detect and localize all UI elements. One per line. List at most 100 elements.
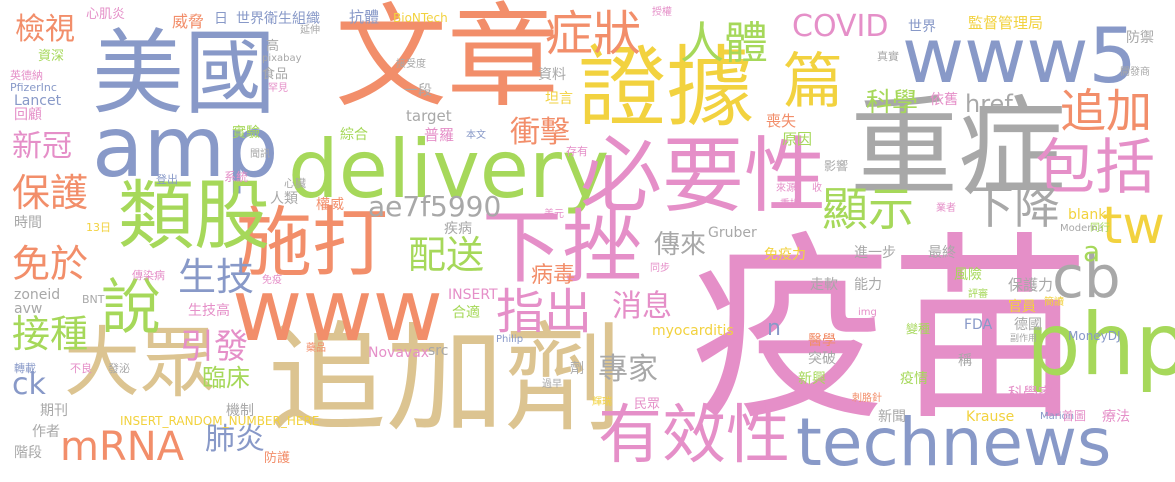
word: 傳染病 <box>132 269 165 282</box>
word: 資深 <box>38 49 65 64</box>
word: 過早 <box>542 379 562 390</box>
word: 監督管理局 <box>968 14 1044 32</box>
word: 新冠 <box>12 129 72 164</box>
word: 實驗 <box>232 125 260 141</box>
word: 轉載 <box>14 362 36 375</box>
word: 存有 <box>566 145 588 158</box>
word: 走軟 <box>810 277 838 293</box>
word: 抗體 <box>349 8 380 26</box>
word: 下挫 <box>482 201 642 294</box>
word: 民眾 <box>634 397 661 412</box>
word: 重捶 <box>780 199 800 210</box>
word: 美國 <box>92 20 277 127</box>
word: 說 <box>101 273 161 343</box>
word: 食品 <box>262 67 289 82</box>
word: 人類 <box>270 191 298 207</box>
word: 普羅 <box>424 126 455 144</box>
word: 肺炎 <box>205 422 265 457</box>
word: 延伸 <box>300 25 320 36</box>
word: Krause <box>966 409 1015 425</box>
word: 傳來 <box>654 230 707 260</box>
word: INSERT_RANDOM_NUMBER_HERE <box>120 414 320 428</box>
word: 藥品 <box>306 343 326 354</box>
word: ae7f5990 <box>368 190 502 223</box>
word: 顯示 <box>822 182 914 236</box>
word: 專家 <box>598 352 658 387</box>
word: 階段 <box>14 445 42 461</box>
word: 綜合 <box>340 127 368 143</box>
word: Marion <box>1040 411 1075 422</box>
word: 引發 <box>180 327 248 367</box>
word: 心臟 <box>284 177 306 190</box>
word: 原因 <box>782 130 813 148</box>
word: 保護力 <box>1008 276 1054 294</box>
word: 疾病 <box>444 221 472 237</box>
word: MoneyDJ <box>1068 329 1121 343</box>
word: delivery <box>288 123 610 216</box>
word: 免於 <box>12 242 89 286</box>
word: 必要性 <box>580 129 827 224</box>
word: mRNA <box>60 424 185 470</box>
word: 收 <box>812 183 822 194</box>
word: www <box>232 261 444 361</box>
word: 突破 <box>808 351 836 367</box>
word: 授權 <box>652 7 672 18</box>
word: 接受度 <box>396 59 426 70</box>
word: 最終 <box>928 245 956 261</box>
word: amp <box>92 98 279 196</box>
word: 業者 <box>936 203 956 214</box>
word: 疫情 <box>900 371 928 387</box>
word: 劑 <box>570 361 584 377</box>
word: 罕見 <box>268 83 288 94</box>
word: 生技 <box>178 255 255 299</box>
word: 消息 <box>612 289 672 324</box>
word: 世界衛生組織 <box>236 11 320 27</box>
word: 文章 <box>335 0 559 123</box>
word: 聞訊 <box>250 149 270 160</box>
word: 施打 <box>236 198 388 287</box>
word: 疫苗 <box>690 215 1091 448</box>
word: 病毒 <box>531 263 576 288</box>
word: 時間 <box>14 215 42 231</box>
word: 作者 <box>32 424 60 440</box>
word: www5 <box>902 11 1137 100</box>
word: FDA <box>964 317 993 333</box>
word: 簡讀 <box>1044 297 1064 308</box>
word: 資料 <box>538 67 566 83</box>
word: INSERT <box>448 287 498 303</box>
word: 有效性 <box>598 399 790 473</box>
word: 稱 <box>958 353 972 369</box>
word: 同行 <box>1090 223 1110 234</box>
word: cb <box>1052 243 1121 311</box>
word: 療法 <box>1102 409 1130 425</box>
word: 篇 <box>783 47 843 117</box>
word: 開發商 <box>1120 67 1150 78</box>
word: Novavax <box>368 345 430 361</box>
word: 科學 <box>866 88 919 118</box>
word: 防禦 <box>1126 30 1154 46</box>
word: 防護 <box>264 451 291 466</box>
word: Gruber <box>708 225 757 241</box>
word: 衝擊 <box>510 115 570 150</box>
word: 配送 <box>408 233 485 277</box>
word: pixabay <box>262 53 302 64</box>
word: 類股 <box>118 171 270 260</box>
word: 症狀 <box>545 6 642 62</box>
word: 新聞 <box>878 409 906 425</box>
word: 喪失 <box>766 112 797 130</box>
word: 高 <box>266 39 280 54</box>
word: 進一步 <box>854 245 896 261</box>
word: img <box>858 307 877 318</box>
word: myocarditis <box>652 323 734 339</box>
word: 首圖 <box>1062 409 1087 423</box>
word: Moderna <box>1060 223 1104 234</box>
word: 免疫 <box>262 275 282 286</box>
word: 真實 <box>877 50 899 63</box>
word: 臨床 <box>202 364 250 392</box>
word: Lancet <box>14 93 62 109</box>
word: 期刊 <box>40 403 68 419</box>
word: 評審 <box>968 289 988 300</box>
word: 副作用 <box>1010 334 1038 344</box>
word: 坦言 <box>545 91 573 107</box>
